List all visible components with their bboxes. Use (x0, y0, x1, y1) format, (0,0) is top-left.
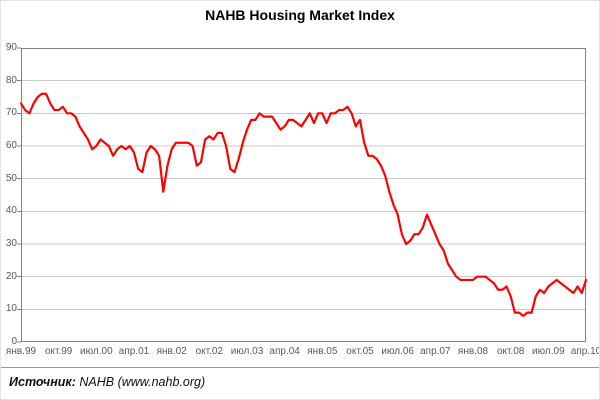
y-axis-label: 70 (5, 107, 17, 119)
footer-divider (1, 367, 599, 368)
y-axis-label: 80 (5, 74, 17, 86)
x-axis-label: апр.07 (420, 346, 451, 357)
y-axis-label: 50 (5, 172, 17, 184)
x-axis-label: окт.05 (346, 346, 374, 357)
x-axis-label: янв.99 (5, 346, 37, 357)
y-axis-label: 90 (5, 42, 17, 53)
x-axis-label: июл.00 (80, 346, 113, 357)
source-text: NAHB (www.nahb.org) (75, 375, 206, 389)
x-axis-label: апр.04 (269, 346, 300, 357)
plot-border (21, 48, 586, 342)
chart-title: NAHB Housing Market Index (205, 7, 395, 23)
x-axis-label: апр.10 (570, 346, 600, 357)
x-axis-label: янв.08 (457, 346, 489, 357)
y-axis-label: 40 (5, 205, 17, 217)
hmi-series-line (19, 92, 588, 317)
y-axis-label: 0 (11, 336, 17, 347)
x-axis-label: окт.99 (44, 346, 73, 357)
x-axis-label: июл.06 (381, 346, 414, 357)
x-axis-label: янв.02 (156, 346, 187, 357)
source-label: Источник: (9, 375, 76, 389)
x-axis-label: окт.08 (496, 346, 525, 357)
y-axis-label: 10 (5, 303, 17, 315)
x-axis-label: апр.01 (118, 346, 150, 357)
y-axis-label: 20 (5, 270, 17, 282)
x-axis-label: июл.09 (532, 346, 565, 357)
x-axis-label: июл.03 (230, 346, 264, 357)
y-axis-label: 60 (5, 140, 17, 151)
y-axis-label: 30 (5, 238, 17, 249)
x-axis-label: окт.02 (195, 346, 224, 357)
x-axis-label: янв.05 (307, 346, 338, 357)
source-note: Источник: NAHB (www.nahb.org) (9, 375, 205, 389)
